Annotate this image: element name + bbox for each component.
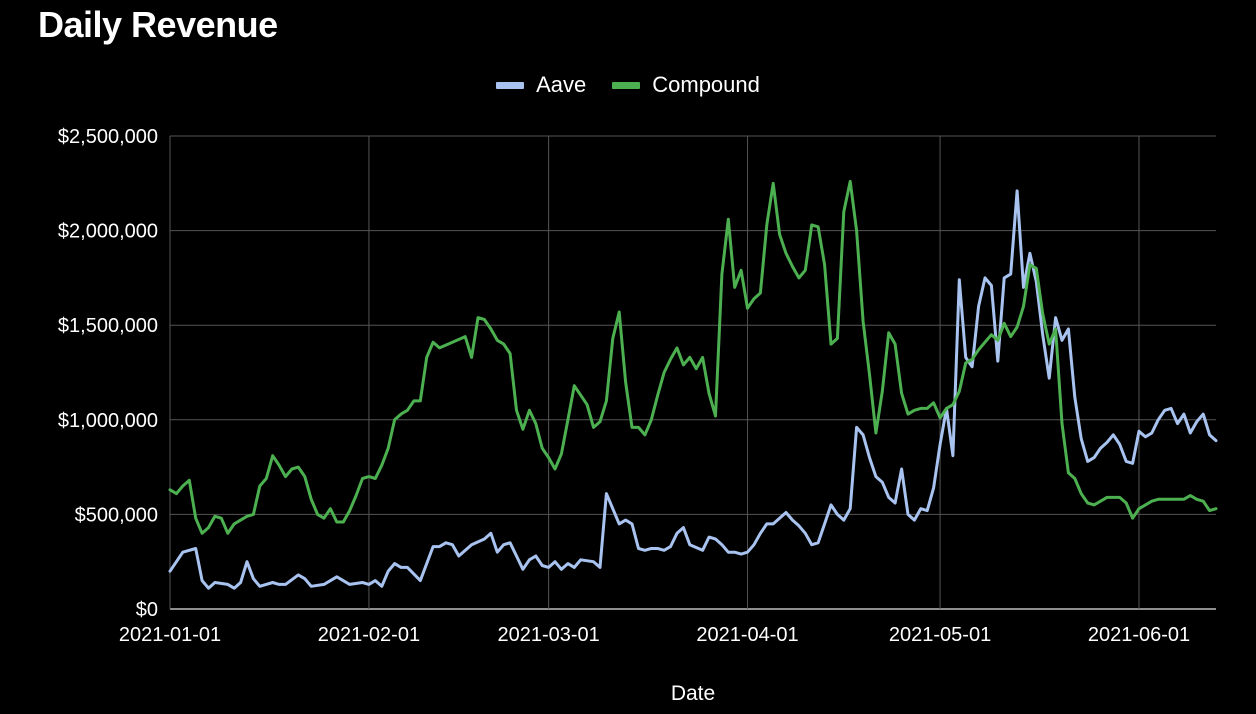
legend-swatch-compound [612, 81, 641, 89]
y-tick-label: $1,000,000 [58, 410, 158, 432]
series-line-compound [168, 179, 1218, 535]
legend-label-compound: Compound [652, 72, 760, 97]
legend-item-compound[interactable]: Compound [612, 72, 760, 98]
legend-label-aave: Aave [536, 72, 587, 97]
x-axis-title: Date [671, 682, 715, 705]
y-tick-label: $2,500,000 [58, 126, 158, 148]
x-tick-label: 2021-06-01 [1088, 624, 1190, 646]
y-axis-labels: $0 $500,000 $1,000,000 $1,500,000 $2,000,000… [58, 126, 158, 621]
y-tick-label: $2,000,000 [58, 221, 158, 243]
series-line-aave [168, 189, 1218, 590]
x-axis-labels: 2021-01-01 2021-02-01 2021-03-01 2021-04-01… [119, 624, 1190, 646]
x-tick-label: 2021-04-01 [696, 624, 798, 646]
x-tick-label: 2021-05-01 [889, 624, 991, 646]
x-tick-label: 2021-03-01 [497, 624, 599, 646]
x-tick-label: 2021-01-01 [119, 624, 221, 646]
x-tick-label: 2021-02-01 [318, 624, 420, 646]
series-lines [168, 179, 1218, 590]
legend-item-aave[interactable]: Aave [496, 72, 586, 98]
legend-swatch-aave [496, 81, 525, 89]
y-tick-label: $500,000 [75, 504, 158, 526]
y-tick-label: $0 [136, 599, 158, 621]
chart-legend: Aave Compound [0, 72, 1256, 98]
chart-title: Daily Revenue [38, 4, 278, 45]
y-tick-label: $1,500,000 [58, 315, 158, 337]
